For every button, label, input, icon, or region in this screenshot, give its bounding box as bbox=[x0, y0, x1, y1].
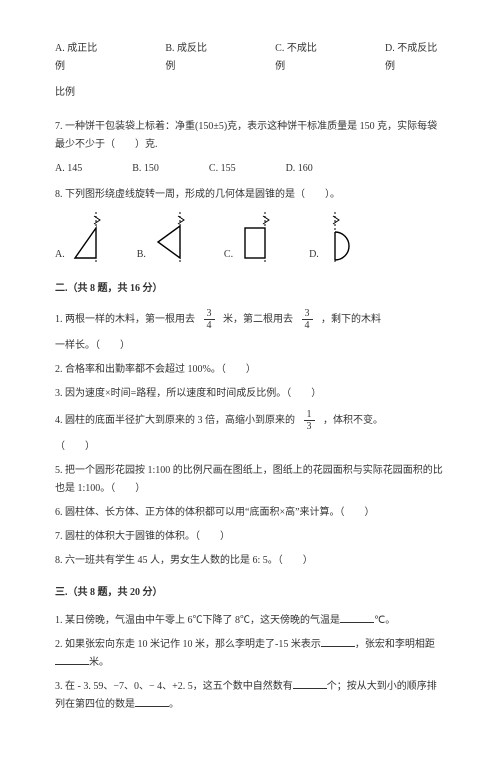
section3-title: 三.（共 8 题，共 20 分） bbox=[55, 584, 445, 602]
q7-b: B. 150 bbox=[132, 160, 159, 178]
q8-label-a: A. bbox=[55, 246, 65, 264]
opt-d: D. 不成反比例 bbox=[385, 40, 445, 76]
figure-a bbox=[69, 210, 105, 266]
q7-a: A. 145 bbox=[55, 160, 82, 178]
s2q1d: 一样长。（ ） bbox=[55, 337, 445, 355]
s2q2: 2. 合格率和出勤率都不会超过 100%。（ ） bbox=[55, 361, 445, 379]
blank bbox=[340, 612, 374, 623]
s2q8: 8. 六一班共有学生 45 人，男女生人数的比是 6: 5。（ ） bbox=[55, 552, 445, 570]
s2q4b: ，体积不变。 bbox=[323, 415, 383, 426]
q8-figures: A. B. C. D. bbox=[55, 210, 445, 266]
frac-3-4-a: 34 bbox=[204, 308, 215, 331]
q8-label-b: B. bbox=[137, 246, 146, 264]
blank bbox=[55, 654, 89, 665]
frac-3-4-b: 34 bbox=[302, 308, 313, 331]
s2q6: 6. 圆柱体、长方体、正方体的体积都可以用“底面积×高”来计算。（ ） bbox=[55, 504, 445, 522]
s2q3: 3. 因为速度×时间=路程，所以速度和时间成反比例。（ ） bbox=[55, 385, 445, 403]
figure-b bbox=[150, 210, 192, 266]
opt-a: A. 成正比例 bbox=[55, 40, 105, 76]
opt-c: C. 不成比例 bbox=[275, 40, 325, 76]
frac-1-3: 13 bbox=[304, 409, 315, 432]
s2q1b: 米，第二根用去 bbox=[223, 314, 293, 325]
s3q3c: 。 bbox=[169, 699, 179, 710]
s2q1a: 1. 两根一样的木料，第一根用去 bbox=[55, 314, 195, 325]
q7-c: C. 155 bbox=[209, 160, 236, 178]
s2q7: 7. 圆柱的体积大于圆锥的体积。（ ） bbox=[55, 528, 445, 546]
opt-b: B. 成反比例 bbox=[165, 40, 215, 76]
blank bbox=[321, 636, 355, 647]
figure-d bbox=[323, 210, 363, 266]
s3q2c: 米。 bbox=[89, 657, 109, 668]
blank bbox=[135, 696, 169, 707]
s2q4c: （ ） bbox=[55, 438, 445, 456]
opt-d-tail: 比例 bbox=[55, 84, 445, 102]
q7-d: D. 160 bbox=[286, 160, 313, 178]
s3q2b: ，张宏和李明相距 bbox=[355, 639, 435, 650]
figure-c bbox=[237, 210, 277, 266]
q8-text: 8. 下列图形绕虚线旋转一周，形成的几何体是圆锥的是（ ）。 bbox=[55, 186, 445, 204]
blank bbox=[293, 678, 327, 689]
s2q5: 5. 把一个圆形花园按 1:100 的比例尺画在图纸上，图纸上的花园面积与实际花… bbox=[55, 462, 445, 498]
s2q4a: 4. 圆柱的底面半径扩大到原来的 3 倍，高缩小到原来的 bbox=[55, 415, 295, 426]
section2-title: 二.（共 8 题，共 16 分） bbox=[55, 280, 445, 298]
q7-text: 7. 一种饼干包装袋上标着：净重(150±5)克，表示这种饼干标准质量是 150… bbox=[55, 118, 445, 154]
s3q1b: ℃。 bbox=[374, 615, 395, 626]
s3q2a: 2. 如果张宏向东走 10 米记作 10 米，那么李明走了-15 米表示 bbox=[55, 639, 321, 650]
s2q1c: ，剩下的木料 bbox=[321, 314, 381, 325]
q8-label-c: C. bbox=[224, 246, 233, 264]
s3q1a: 1. 某日傍晚，气温由中午零上 6℃下降了 8℃，这天傍晚的气温是 bbox=[55, 615, 340, 626]
s3q3a: 3. 在 - 3. 59、−7、0、− 4、+2. 5，这五个数中自然数有 bbox=[55, 681, 293, 692]
q8-label-d: D. bbox=[309, 246, 319, 264]
